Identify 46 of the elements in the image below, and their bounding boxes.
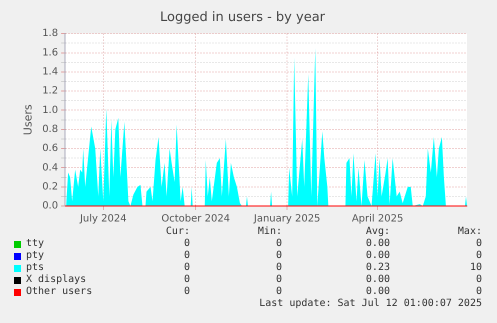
text: Min: bbox=[258, 226, 282, 237]
text: 0 bbox=[276, 274, 282, 285]
text: Last update: Sat Jul 12 01:00:07 2025 bbox=[259, 298, 482, 309]
text: 0 bbox=[184, 250, 190, 261]
text: 10 bbox=[470, 262, 482, 273]
y-tick-label: 1.6 bbox=[42, 47, 58, 58]
text: 0 bbox=[476, 274, 482, 285]
x-tick-label: October 2024 bbox=[161, 214, 230, 225]
text: 0 bbox=[276, 286, 282, 297]
legend-label: Other users bbox=[26, 286, 92, 297]
text: 0 bbox=[184, 286, 190, 297]
legend-label: tty bbox=[26, 238, 44, 249]
y-tick-label: 0.8 bbox=[42, 124, 58, 135]
y-tick-label: 0.4 bbox=[42, 162, 58, 174]
y-tick-label: 1.2 bbox=[42, 86, 58, 97]
legend-label: pty bbox=[26, 250, 44, 261]
text: 0 bbox=[476, 238, 482, 249]
text: 0.00 bbox=[366, 238, 390, 249]
y-tick-label: 1.0 bbox=[42, 104, 58, 116]
y-tick-label: 1.8 bbox=[42, 28, 58, 40]
text: 0 bbox=[476, 250, 482, 261]
x-tick-label: April 2025 bbox=[352, 214, 404, 225]
text: Cur: bbox=[166, 226, 190, 237]
text: 0 bbox=[276, 250, 282, 261]
legend-label: X displays bbox=[26, 274, 86, 285]
text: 0 bbox=[184, 274, 190, 285]
text: 0.00 bbox=[366, 250, 390, 261]
chart-title: Logged in users - by year bbox=[160, 10, 326, 26]
text: 0 bbox=[184, 238, 190, 249]
x-tick-label: July 2024 bbox=[78, 214, 127, 225]
text: 0.23 bbox=[366, 262, 390, 273]
x-tick-label: January 2025 bbox=[252, 214, 320, 225]
legend-label: pts bbox=[26, 262, 44, 273]
text: Avg: bbox=[366, 226, 390, 237]
text: Max: bbox=[458, 226, 482, 237]
y-tick-label: 0.6 bbox=[42, 143, 58, 154]
text: 0 bbox=[184, 262, 190, 273]
y-tick-label: 1.4 bbox=[42, 66, 58, 78]
text: 0 bbox=[476, 286, 482, 297]
y-axis-title: Users bbox=[21, 104, 34, 136]
text: 0.00 bbox=[366, 274, 390, 285]
y-tick-label: 0.0 bbox=[42, 200, 58, 212]
text: 0.00 bbox=[366, 286, 390, 297]
y-tick-label: 0.2 bbox=[42, 181, 58, 192]
text: 0 bbox=[276, 238, 282, 249]
text: 0 bbox=[276, 262, 282, 273]
